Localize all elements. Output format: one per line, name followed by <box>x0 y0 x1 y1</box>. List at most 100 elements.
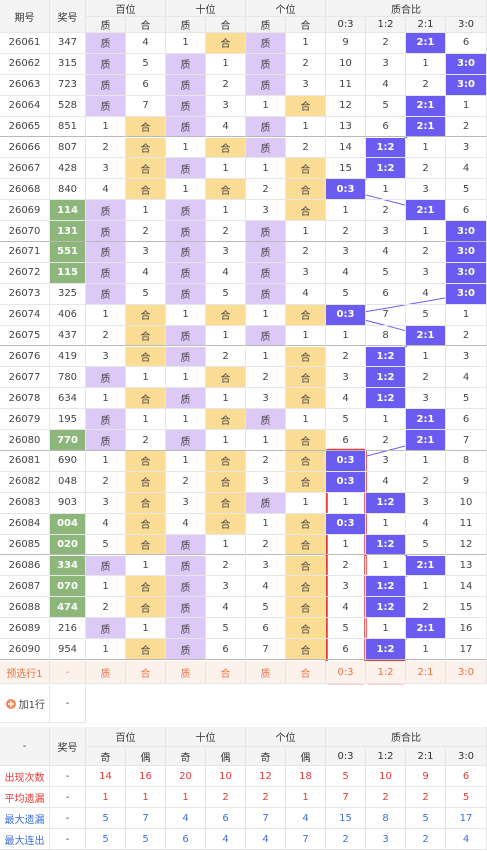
stat-value: 15 <box>326 808 366 829</box>
ratio-miss: 4 <box>366 471 406 493</box>
digit-cell: 合 <box>286 200 326 222</box>
header-sub: 质 <box>246 17 286 33</box>
digit-cell: 4 <box>166 513 206 535</box>
stat-value: 6 <box>446 766 487 787</box>
digit-cell: 1 <box>166 451 206 472</box>
stat-value: 4 <box>446 829 487 850</box>
digit-cell: 质 <box>246 53 286 75</box>
stat-value: 7 <box>286 829 326 850</box>
ratio-miss: 1 <box>366 513 406 535</box>
digit-cell: 2 <box>126 430 166 451</box>
digit-cell: 质 <box>86 95 126 117</box>
number-cell: 114 <box>50 200 86 222</box>
ratio-miss: 1 <box>366 409 406 431</box>
ratio-hit: 1:2 <box>366 158 406 180</box>
ratio-miss: 1 <box>326 200 366 222</box>
ratio-miss: 14 <box>446 576 487 598</box>
digit-cell: 合 <box>286 367 326 389</box>
digit-cell: 4 <box>246 576 286 598</box>
number-cell: 903 <box>50 492 86 514</box>
header-sub: 0:3 <box>326 747 366 766</box>
period-cell: 26074 <box>0 304 50 326</box>
ratio-miss: 3 <box>366 451 406 472</box>
ratio-miss: 11 <box>326 74 366 96</box>
digit-cell: 2 <box>246 451 286 472</box>
digit-cell: 质 <box>246 221 286 242</box>
digit-cell: 合 <box>126 492 166 514</box>
preselect-ratio: 1:2 <box>366 661 406 684</box>
number-cell: 807 <box>50 137 86 159</box>
stat-value: 17 <box>446 808 487 829</box>
stat-value: 5 <box>446 787 487 808</box>
stat-value: 3 <box>366 829 406 850</box>
period-cell: 26082 <box>0 471 50 493</box>
ratio-miss: 5 <box>446 388 487 410</box>
digit-cell: 1 <box>286 33 326 54</box>
stat-value: 4 <box>286 808 326 829</box>
number-cell: 115 <box>50 262 86 284</box>
digit-cell: 合 <box>286 639 326 660</box>
stat-label: 最大遗漏 <box>0 808 50 829</box>
period-cell: 26068 <box>0 179 50 201</box>
digit-cell: 质 <box>166 430 206 451</box>
digit-cell: 质 <box>86 242 126 263</box>
ratio-miss: 17 <box>446 639 487 660</box>
header-group: 个位 <box>246 727 326 747</box>
stat-value: 2 <box>406 787 446 808</box>
digit-cell: 质 <box>246 492 286 514</box>
digit-cell: 质 <box>86 200 126 222</box>
ratio-miss: 8 <box>366 325 406 347</box>
ratio-miss: 4 <box>406 513 446 535</box>
ratio-hit: 1:2 <box>366 367 406 389</box>
digit-cell: 1 <box>126 618 166 640</box>
stat-value: 4 <box>166 808 206 829</box>
add-icon <box>8 701 14 707</box>
ratio-miss: 5 <box>446 179 487 201</box>
stat-value: 1 <box>166 787 206 808</box>
digit-cell: 合 <box>126 116 166 138</box>
header-group: 百位 <box>86 0 166 17</box>
digit-cell: 3 <box>86 158 126 180</box>
stat-value: 1 <box>86 787 126 808</box>
ratio-miss: 15 <box>326 158 366 180</box>
stat-value: 14 <box>86 766 126 787</box>
digit-cell: 1 <box>86 116 126 138</box>
ratio-miss: 1 <box>326 534 366 556</box>
digit-cell: 3 <box>246 471 286 493</box>
ratio-miss: 2 <box>406 597 446 619</box>
ratio-hit: 1:2 <box>366 534 406 556</box>
stat-value: 2 <box>406 829 446 850</box>
stat-value: 7 <box>246 808 286 829</box>
digit-cell: 质 <box>86 409 126 431</box>
period-cell: 26084 <box>0 513 50 535</box>
digit-cell: 合 <box>286 555 326 577</box>
number-cell: 347 <box>50 33 86 54</box>
period-cell: 26076 <box>0 346 50 368</box>
digit-cell: 合 <box>206 367 246 389</box>
digit-cell: 1 <box>206 200 246 222</box>
digit-cell: 合 <box>286 513 326 535</box>
ratio-miss: 2 <box>366 430 406 451</box>
ratio-miss: 16 <box>446 618 487 640</box>
digit-cell: 1 <box>166 409 206 431</box>
ratio-miss: 3 <box>406 388 446 410</box>
digit-cell: 合 <box>206 409 246 431</box>
digit-cell: 合 <box>126 534 166 556</box>
ratio-miss: 1 <box>406 221 446 242</box>
number-cell: 131 <box>50 221 86 242</box>
header-group: 十位 <box>166 727 246 747</box>
ratio-miss: 2 <box>406 158 446 180</box>
stat-value: 7 <box>326 787 366 808</box>
digit-cell: 3 <box>206 95 246 117</box>
digit-cell: 2 <box>86 471 126 493</box>
stat-label: 平均遗漏 <box>0 787 50 808</box>
digit-cell: 合 <box>206 513 246 535</box>
digit-cell: 质 <box>166 283 206 305</box>
number-cell: 004 <box>50 513 86 535</box>
add-row-button[interactable]: 加1行 <box>0 685 50 723</box>
preselect-cell: 质 <box>246 661 286 684</box>
digit-cell: 5 <box>126 53 166 75</box>
digit-cell: 1 <box>86 639 126 660</box>
ratio-hit: 2:1 <box>406 33 446 54</box>
ratio-miss: 2 <box>406 471 446 493</box>
